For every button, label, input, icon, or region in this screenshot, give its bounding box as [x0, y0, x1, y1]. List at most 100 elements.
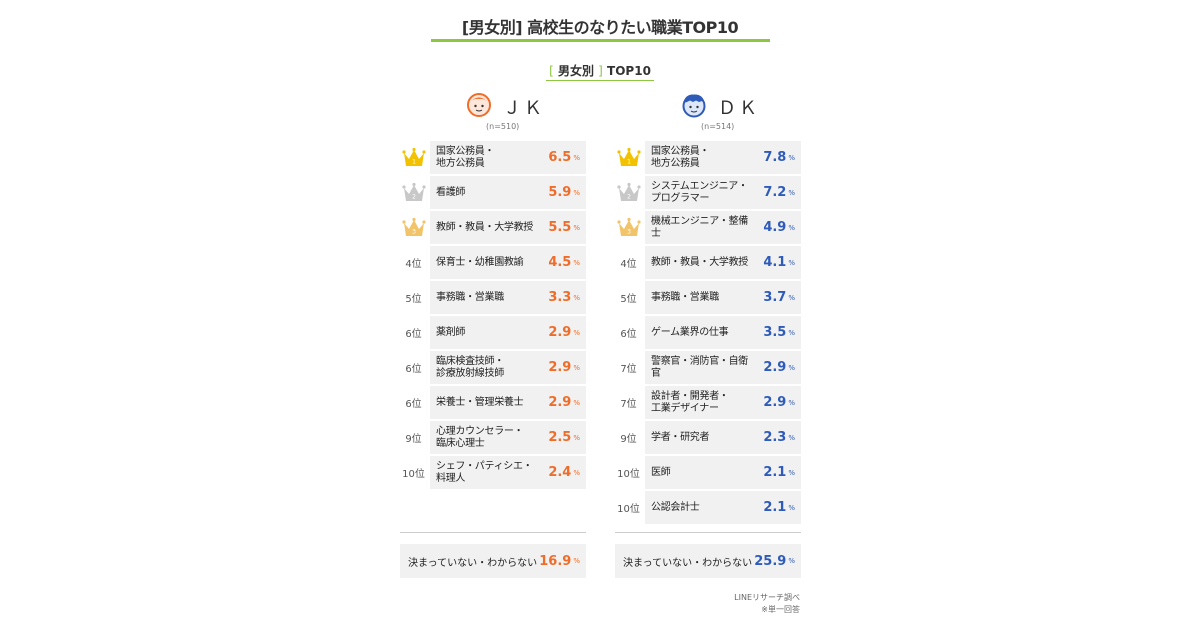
dk-column-header: ＤＫ: [680, 92, 800, 119]
value-label: 2.3%: [763, 430, 795, 445]
row-cell: 国家公務員・ 地方公務員 7.8%: [645, 141, 801, 174]
row-cell: 薬剤師 2.9%: [430, 316, 586, 349]
undecided-value: 16.9%: [539, 553, 580, 569]
value-label: 7.8%: [763, 150, 795, 165]
jk-label: ＪＫ: [503, 98, 545, 119]
value-label: 4.5%: [548, 255, 580, 270]
rank-label: 7位: [620, 364, 637, 375]
rank-label: 5位: [405, 294, 422, 305]
job-label: 教師・教員・大学教授: [651, 256, 748, 268]
svg-text:1: 1: [627, 158, 631, 165]
section-subtitle: [ 男女別 ] TOP10: [540, 62, 660, 79]
job-label: 警察官・消防官・自衛官: [651, 355, 748, 379]
job-label: 看護師: [436, 186, 466, 198]
subtitle-text: 男女別: [557, 64, 594, 78]
bronze-crown-icon: 3: [400, 211, 427, 244]
job-label: 学者・研究者: [651, 431, 710, 443]
job-label: ゲーム業界の仕事: [651, 326, 729, 338]
dk-label: ＤＫ: [718, 98, 760, 119]
value-label: 2.9%: [548, 325, 580, 340]
job-label: 事務職・営業職: [436, 291, 504, 303]
row-cell: 教師・教員・大学教授 4.1%: [645, 246, 801, 279]
row-cell: 事務職・営業職 3.3%: [430, 281, 586, 314]
rank-label: 10位: [617, 469, 640, 480]
job-label: 事務職・営業職: [651, 291, 719, 303]
row-cell: 設計者・開発者・ 工業デザイナー 2.9%: [645, 386, 801, 419]
rank-label: 7位: [620, 399, 637, 410]
subtitle-bracket-close: ]: [598, 64, 603, 78]
girl-face-icon: [467, 93, 491, 117]
value-label: 2.9%: [763, 395, 795, 410]
rank-label: 9位: [620, 434, 637, 445]
row-cell: 機械エンジニア・整備士 4.9%: [645, 211, 801, 244]
value-label: 2.5%: [548, 430, 580, 445]
page-title: [男女別] 高校生のなりたい職業TOP10: [461, 18, 739, 37]
gold-crown-icon: 1: [615, 141, 642, 174]
dk-separator: [615, 532, 801, 533]
row-cell: 公認会計士 2.1%: [645, 491, 801, 524]
job-label: シェフ・パティシエ・ 料理人: [436, 460, 533, 484]
job-label: 教師・教員・大学教授: [436, 221, 533, 233]
value-label: 4.1%: [763, 255, 795, 270]
bronze-crown-icon: 3: [615, 211, 642, 244]
dk-undecided-row: 決まっていない・わからない 25.9%: [615, 544, 801, 578]
job-label: 国家公務員・ 地方公務員: [651, 145, 710, 169]
rank-label: 6位: [620, 329, 637, 340]
row-cell: 臨床検査技師・ 診療放射線技師 2.9%: [430, 351, 586, 384]
value-label: 2.1%: [763, 465, 795, 480]
job-label: 公認会計士: [651, 501, 700, 513]
svg-text:2: 2: [627, 193, 631, 200]
value-label: 2.1%: [763, 500, 795, 515]
value-label: 5.5%: [548, 220, 580, 235]
rank-label: 6位: [405, 329, 422, 340]
row-cell: システムエンジニア・ プログラマー 7.2%: [645, 176, 801, 209]
value-label: 3.3%: [548, 290, 580, 305]
job-label: 保育士・幼稚園教諭: [436, 256, 524, 268]
rank-label: 4位: [620, 259, 637, 270]
value-label: 2.9%: [763, 360, 795, 375]
jk-separator: [400, 532, 586, 533]
rank-label: 6位: [405, 364, 422, 375]
value-label: 7.2%: [763, 185, 795, 200]
job-label: 薬剤師: [436, 326, 466, 338]
row-cell: 医師 2.1%: [645, 456, 801, 489]
rank-label: 10位: [617, 504, 640, 515]
row-cell: ゲーム業界の仕事 3.5%: [645, 316, 801, 349]
job-label: システムエンジニア・ プログラマー: [651, 180, 748, 204]
source-note: LINEリサーチ調べ ※単一回答: [700, 592, 800, 616]
row-cell: 学者・研究者 2.3%: [645, 421, 801, 454]
job-label: 栄養士・管理栄養士: [436, 396, 524, 408]
silver-crown-icon: 2: [615, 176, 642, 209]
undecided-value: 25.9%: [754, 553, 795, 569]
svg-text:3: 3: [412, 228, 416, 235]
row-cell: 看護師 5.9%: [430, 176, 586, 209]
value-label: 6.5%: [548, 150, 580, 165]
row-cell: 教師・教員・大学教授 5.5%: [430, 211, 586, 244]
job-label: 臨床検査技師・ 診療放射線技師: [436, 355, 504, 379]
value-label: 3.7%: [763, 290, 795, 305]
row-cell: 心理カウンセラー・ 臨床心理士 2.5%: [430, 421, 586, 454]
row-cell: 保育士・幼稚園教諭 4.5%: [430, 246, 586, 279]
dk-sample-size: (n=514): [701, 122, 735, 131]
svg-text:3: 3: [627, 228, 631, 235]
row-cell: 栄養士・管理栄養士 2.9%: [430, 386, 586, 419]
row-cell: シェフ・パティシエ・ 料理人 2.4%: [430, 456, 586, 489]
value-label: 5.9%: [548, 185, 580, 200]
value-label: 2.9%: [548, 395, 580, 410]
rank-label: 9位: [405, 434, 422, 445]
jk-sample-size: (n=510): [486, 122, 520, 131]
row-cell: 国家公務員・ 地方公務員 6.5%: [430, 141, 586, 174]
rank-label: 6位: [405, 399, 422, 410]
value-label: 2.4%: [548, 465, 580, 480]
undecided-label: 決まっていない・わからない: [623, 557, 753, 569]
subtitle-suffix: TOP10: [607, 64, 651, 78]
value-label: 2.9%: [548, 360, 580, 375]
job-label: 設計者・開発者・ 工業デザイナー: [651, 390, 729, 414]
jk-column-header: ＪＫ: [465, 92, 585, 119]
row-cell: 警察官・消防官・自衛官 2.9%: [645, 351, 801, 384]
job-label: 機械エンジニア・整備士: [651, 215, 748, 239]
job-label: 医師: [651, 466, 671, 478]
undecided-label: 決まっていない・わからない: [408, 557, 538, 569]
job-label: 国家公務員・ 地方公務員: [436, 145, 495, 169]
value-label: 3.5%: [763, 325, 795, 340]
